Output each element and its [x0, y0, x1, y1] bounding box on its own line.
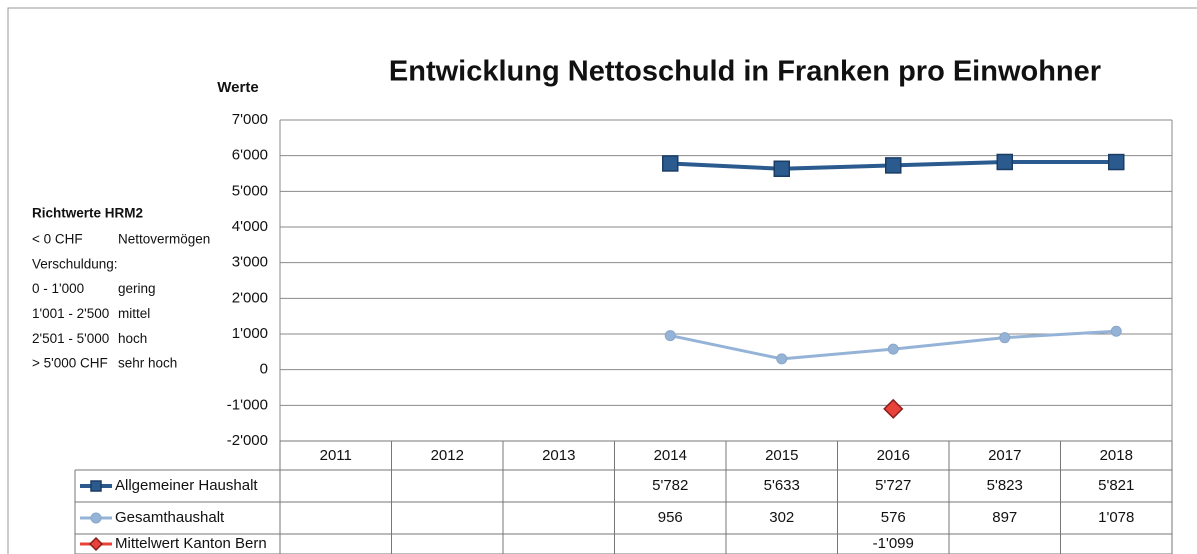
data-label: 5'821	[1098, 477, 1134, 494]
x-tick-label: 2018	[1100, 447, 1133, 464]
marker	[773, 160, 790, 178]
marker	[664, 330, 676, 342]
marker	[885, 157, 902, 174]
y-tick-label: -2'000	[227, 432, 268, 449]
side-note-text: 1'001 - 2'500	[32, 306, 109, 321]
marker	[88, 536, 104, 552]
data-label: 5'782	[652, 477, 688, 494]
side-note-text: Verschuldung:	[32, 256, 118, 271]
legend-label: Allgemeiner Haushalt	[115, 477, 258, 494]
legend-label: Gesamthaushalt	[115, 509, 225, 526]
marker	[996, 153, 1013, 171]
side-note-text: 2'501 - 5'000	[32, 331, 109, 346]
data-label: 5'823	[987, 477, 1023, 494]
y-tick-label: 5'000	[232, 182, 268, 199]
x-tick-label: 2011	[320, 447, 352, 464]
marker	[883, 398, 904, 419]
side-note-text: Nettovermögen	[118, 232, 210, 247]
data-label: 5'727	[875, 477, 911, 494]
x-tick-label: 2016	[877, 447, 910, 464]
side-note-text: hoch	[118, 331, 147, 346]
data-label: -1'099	[873, 535, 914, 552]
chart-frame	[7, 7, 1197, 554]
data-label: 302	[769, 509, 794, 526]
data-label: 1'078	[1098, 509, 1134, 526]
x-tick-label: 2012	[431, 447, 464, 464]
marker	[1110, 325, 1122, 337]
side-note-text: 0 - 1'000	[32, 281, 84, 296]
marker	[90, 480, 102, 492]
y-tick-label: 6'000	[232, 147, 268, 164]
x-tick-label: 2014	[654, 447, 687, 464]
side-note-text: gering	[118, 281, 156, 296]
data-label: 956	[658, 509, 683, 526]
marker	[776, 353, 788, 365]
legend-label: Mittelwert Kanton Bern	[115, 535, 267, 552]
side-note-title: Richtwerte HRM2	[32, 206, 143, 221]
chart-title: Entwicklung Nettoschuld in Franken pro E…	[389, 56, 1101, 88]
data-label: 576	[881, 509, 906, 526]
data-label: 5'633	[764, 477, 800, 494]
data-label: 897	[992, 509, 1017, 526]
y-tick-label: 4'000	[232, 218, 268, 235]
y-tick-label: 1'000	[232, 325, 268, 342]
marker	[999, 332, 1011, 344]
marker	[1108, 153, 1125, 171]
side-note-text: < 0 CHF	[32, 232, 83, 247]
marker	[662, 155, 679, 172]
side-note-text: mittel	[118, 306, 150, 321]
y-tick-label: 3'000	[232, 254, 268, 271]
side-note-text: sehr hoch	[118, 356, 177, 371]
x-tick-label: 2017	[988, 447, 1021, 464]
y-tick-label: -1'000	[227, 396, 268, 413]
y-axis-label: Werte	[217, 79, 258, 96]
y-tick-label: 2'000	[232, 289, 268, 306]
y-tick-label: 7'000	[232, 111, 268, 128]
marker	[90, 512, 102, 524]
marker	[887, 343, 899, 355]
x-tick-label: 2013	[542, 447, 575, 464]
side-note-text: > 5'000 CHF	[32, 356, 108, 371]
x-tick-label: 2015	[765, 447, 798, 464]
y-tick-label: 0	[260, 361, 268, 378]
